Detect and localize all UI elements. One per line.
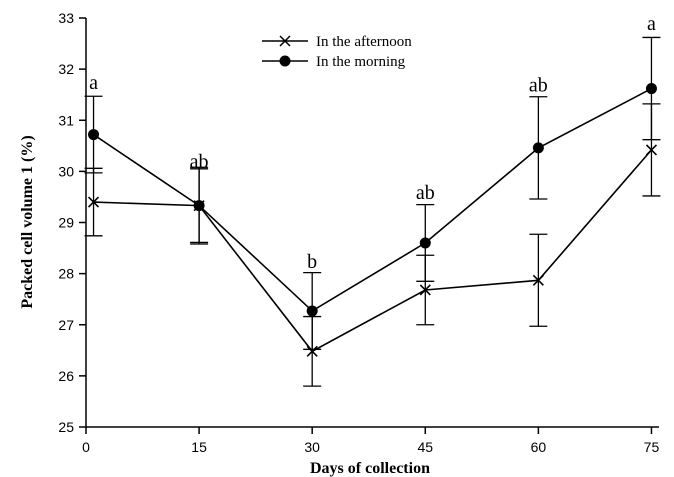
- y-tick-label: 29: [58, 215, 74, 231]
- x-axis-title: Days of collection: [310, 460, 430, 477]
- annotations: a ab b ab ab a: [89, 13, 656, 273]
- legend-afternoon-marker: [279, 35, 291, 47]
- data-point-stroke: [419, 284, 431, 296]
- data-point-stroke: [645, 144, 658, 156]
- data-point: [193, 200, 205, 212]
- y-axis-title: Packed cell volume 1 (%): [19, 135, 36, 308]
- ticks: 25 26 27 28 29 30 31 32 33 0 15 30 45 60 75: [58, 10, 659, 455]
- significance-label: a: [89, 72, 98, 94]
- x-tick-label: 45: [417, 439, 433, 455]
- data-point: [419, 284, 431, 296]
- data-point: [306, 345, 318, 357]
- data-point: [532, 274, 544, 286]
- x-tick-label: 60: [531, 439, 547, 455]
- data-point-stroke: [87, 196, 100, 208]
- series-morning: [84, 36, 661, 350]
- data-point: [87, 196, 100, 208]
- x-tick-label: 0: [82, 439, 90, 455]
- y-tick-label: 31: [58, 112, 74, 128]
- data-point: [645, 83, 657, 95]
- y-tick-label: 33: [58, 10, 74, 26]
- legend: In the afternoon In the morning: [262, 34, 412, 70]
- significance-label: ab: [190, 151, 209, 173]
- significance-label: a: [647, 13, 656, 35]
- significance-label: b: [307, 251, 317, 273]
- y-tick-label: 30: [58, 163, 74, 179]
- y-tick-label: 26: [58, 368, 74, 384]
- axes: [85, 18, 659, 428]
- data-point: [88, 129, 100, 141]
- x-tick-label: 75: [644, 439, 660, 455]
- data-point-stroke: [306, 345, 318, 357]
- significance-label: ab: [529, 74, 548, 96]
- data-point: [306, 305, 318, 317]
- x-tick-label: 15: [191, 439, 207, 455]
- y-tick-label: 25: [58, 419, 74, 435]
- legend-afternoon-label: In the afternoon: [316, 34, 412, 50]
- data-point: [419, 237, 431, 249]
- data-point: [645, 144, 658, 156]
- series-afternoon: [84, 103, 661, 387]
- series-layer: [84, 36, 661, 387]
- legend-morning-marker: [279, 55, 291, 67]
- series-line: [93, 87, 652, 312]
- y-tick-label: 27: [58, 317, 74, 333]
- legend-morning-label: In the morning: [316, 54, 406, 70]
- significance-label: ab: [416, 182, 435, 204]
- series-line: [93, 149, 653, 353]
- y-tick-label: 28: [58, 266, 74, 282]
- x-tick-label: 30: [304, 439, 320, 455]
- data-point-stroke: [532, 274, 544, 286]
- y-tick-label: 32: [58, 61, 74, 77]
- data-point: [532, 142, 544, 154]
